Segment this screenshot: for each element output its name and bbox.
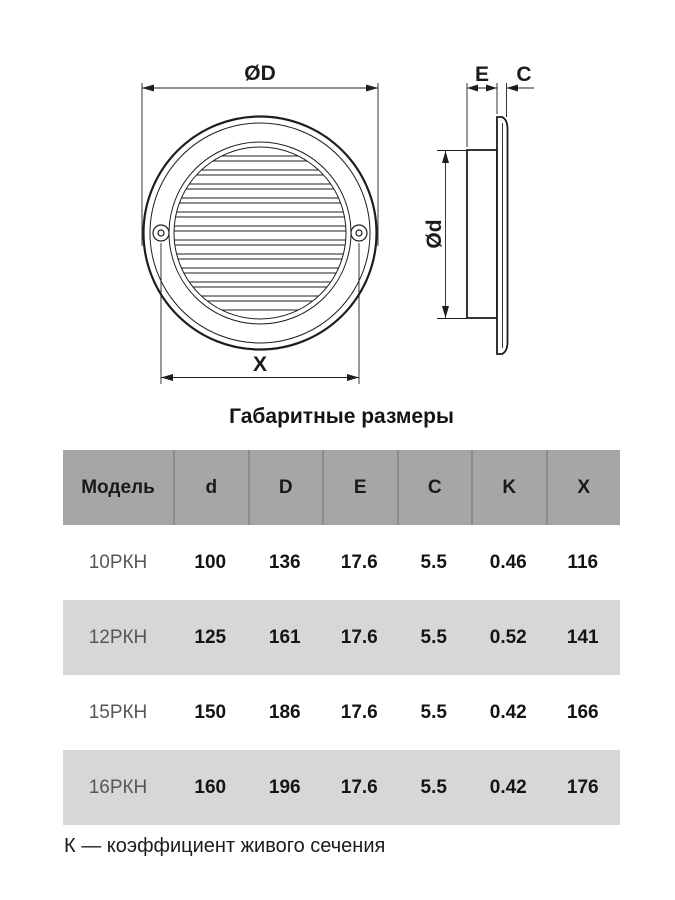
- value-cell: 0.52: [489, 626, 527, 648]
- value-cell: 0.42: [489, 701, 527, 723]
- dim-label-e: E: [475, 63, 489, 86]
- dimension-d-small: [437, 150, 467, 319]
- dimension-x: [160, 243, 360, 384]
- column-header-D: D: [247, 450, 323, 525]
- model-name: 15РКН: [88, 701, 148, 723]
- footnote-k-coefficient: К — коэффициент живого сечения: [64, 835, 386, 857]
- louver-area-inner-circle: [173, 146, 347, 320]
- dim-label-od: ØD: [244, 62, 276, 85]
- table-row: 16РКН 160 196 17.6 5.5 0.42 176: [63, 750, 620, 825]
- dimension-e-c: [466, 83, 534, 147]
- value-cell: 125: [194, 626, 227, 648]
- value-cell: 161: [268, 626, 301, 648]
- table-row: 12РКН 125 161 17.6 5.5 0.52 141: [63, 600, 620, 675]
- value-cell: 100: [194, 551, 227, 573]
- value-cell: 17.6: [340, 626, 378, 648]
- column-header-X: X: [545, 450, 621, 525]
- column-header-C: C: [396, 450, 472, 525]
- screw-hole-right: [350, 224, 368, 242]
- grille-outer-circle: [142, 115, 378, 351]
- section-title: Габаритные размеры: [229, 405, 454, 428]
- value-cell: 17.6: [340, 701, 378, 723]
- value-cell: 196: [268, 776, 301, 798]
- value-cell: 0.46: [489, 551, 527, 573]
- dimension-od: [141, 83, 379, 246]
- model-name: 10РКН: [88, 551, 148, 573]
- louver-area-outer-circle: [168, 141, 352, 325]
- column-header-d: d: [173, 450, 248, 525]
- value-cell: 176: [566, 776, 599, 798]
- model-name: 12РКН: [88, 626, 148, 648]
- value-cell: 0.42: [489, 776, 527, 798]
- grille-rim-inner-circle: [149, 122, 371, 344]
- value-cell: 166: [566, 701, 599, 723]
- dimensional-drawing: ØD X Ød: [0, 0, 675, 398]
- value-cell: 17.6: [340, 776, 378, 798]
- value-cell: 186: [268, 701, 301, 723]
- side-view-drawing: Ød E C: [423, 63, 534, 355]
- value-cell: 17.6: [340, 551, 378, 573]
- table-row: 10РКН 100 136 17.6 5.5 0.46 116: [63, 525, 620, 600]
- louver-slats: [174, 155, 346, 311]
- dim-label-x: X: [253, 353, 267, 376]
- screw-hole-left: [152, 224, 170, 242]
- column-header-E: E: [322, 450, 397, 525]
- column-header-model: Модель: [81, 476, 155, 498]
- front-view-drawing: ØD X: [141, 62, 379, 384]
- value-cell: 5.5: [420, 701, 447, 723]
- value-cell: 116: [567, 551, 599, 573]
- dim-label-d-small: Ød: [423, 219, 446, 248]
- value-cell: 141: [566, 626, 599, 648]
- side-body: [466, 149, 498, 319]
- model-name: 16РКН: [88, 776, 148, 798]
- value-cell: 5.5: [420, 626, 447, 648]
- dim-label-c: C: [516, 63, 531, 86]
- value-cell: 5.5: [420, 776, 447, 798]
- value-cell: 160: [194, 776, 227, 798]
- value-cell: 150: [194, 701, 227, 723]
- column-header-K: K: [471, 450, 546, 525]
- value-cell: 5.5: [420, 551, 447, 573]
- value-cell: 136: [268, 551, 301, 573]
- dimensions-table: Модель d D E C K X 10РКН 100 136 17.6 5.…: [63, 450, 620, 825]
- table-header-row: Модель d D E C K X: [63, 450, 620, 525]
- table-row: 15РКН 150 186 17.6 5.5 0.42 166: [63, 675, 620, 750]
